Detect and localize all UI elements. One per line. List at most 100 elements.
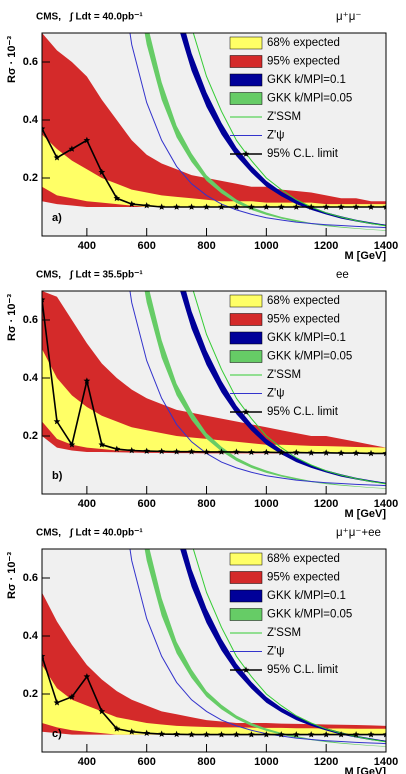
legend-label: 68% expected [267, 37, 340, 49]
marker [128, 200, 136, 207]
legend-label: 95% C.L. limit [267, 406, 339, 418]
x-tick-label: 600 [138, 240, 156, 252]
line [42, 299, 386, 455]
marker [203, 448, 210, 455]
marker [307, 731, 315, 738]
marker [263, 448, 270, 456]
luminosity: ∫ Ldt = 40.0pb⁻¹ [69, 12, 143, 23]
y-tick-label: 0.2 [23, 172, 38, 184]
line [129, 33, 386, 229]
legend-swatch [229, 294, 263, 308]
marker [68, 441, 76, 448]
marker [352, 731, 360, 738]
marker [83, 377, 91, 384]
band [42, 665, 386, 735]
y-tick-label: 0.4 [23, 630, 39, 642]
marker [143, 729, 150, 736]
legend-label: 95% expected [267, 572, 340, 584]
marker [98, 441, 106, 448]
x-tick-label: 1000 [254, 756, 278, 768]
legend-label: 95% expected [267, 56, 340, 68]
marker [367, 203, 375, 210]
marker [248, 731, 255, 738]
marker [143, 447, 150, 454]
marker [158, 730, 165, 737]
marker [173, 448, 180, 455]
marker [337, 731, 345, 738]
legend-label: GKK k/MPl=0.1 [267, 332, 346, 344]
plot [42, 291, 386, 489]
marker [68, 693, 76, 700]
x-axis-label: M [GeV] [344, 766, 386, 774]
legend-label: Z'ψ [267, 130, 284, 142]
marker [188, 203, 195, 210]
marker [382, 203, 386, 210]
marker [352, 449, 360, 456]
legend-swatch [229, 55, 263, 68]
marker [42, 652, 46, 660]
marker [42, 296, 46, 303]
legend-label: GKK k/MPl=0.1 [267, 74, 346, 86]
marker [173, 203, 180, 210]
marker [322, 449, 330, 456]
legend-label: 95% C.L. limit [267, 148, 339, 160]
y-axis-label: Rσ · 10⁻³ [6, 552, 18, 599]
legend-label: Z'ψ [267, 646, 284, 658]
marker [53, 699, 61, 706]
luminosity: ∫ Ldt = 35.5pb⁻¹ [69, 270, 143, 281]
marker [83, 673, 91, 680]
marker [278, 449, 285, 456]
x-tick-label: 800 [197, 756, 215, 768]
x-tick-label: 1200 [314, 240, 338, 252]
x-tick-label: 400 [78, 498, 96, 510]
line [129, 549, 386, 745]
x-tick-label: 1200 [314, 498, 338, 510]
marker [173, 730, 180, 738]
marker [248, 203, 255, 210]
panel-label: a) [52, 212, 62, 224]
legend-label: 68% expected [267, 295, 340, 307]
experiment: CMS, [36, 270, 61, 281]
legend-label: GKK k/MPl=0.05 [267, 351, 352, 363]
band [180, 33, 386, 226]
x-tick-label: 1200 [314, 756, 338, 768]
frame [41, 290, 387, 495]
legend-swatch [229, 36, 263, 50]
legend-label: Z'SSM [267, 369, 301, 381]
x-tick-label: 800 [197, 498, 215, 510]
channel: ee [336, 269, 349, 281]
marker [307, 449, 315, 456]
marker [382, 449, 386, 457]
y-tick-label: 0.4 [23, 372, 39, 384]
marker [188, 731, 195, 738]
y-tick-label: 0.6 [23, 572, 38, 584]
legend-label: GKK k/MPl=0.05 [267, 609, 352, 621]
marker [158, 447, 165, 455]
legend-label: Z'SSM [267, 627, 301, 639]
marker [322, 203, 330, 210]
marker [188, 448, 195, 455]
legend-marker [242, 666, 250, 673]
band [42, 33, 386, 207]
x-axis-label: M [GeV] [344, 508, 386, 520]
legend-swatch [229, 552, 263, 566]
marker [382, 731, 386, 738]
marker [307, 203, 315, 210]
marker [233, 731, 240, 738]
marker [128, 447, 136, 454]
marker [203, 203, 210, 210]
x-tick-label: 600 [138, 756, 156, 768]
marker [233, 448, 240, 455]
legend-label: 95% expected [267, 314, 340, 326]
marker [128, 728, 136, 735]
experiment: CMS, [36, 12, 61, 23]
marker [367, 731, 375, 738]
marker [42, 125, 46, 132]
legend-label: GKK k/MPl=0.05 [267, 93, 352, 105]
legend-label: 68% expected [267, 553, 340, 565]
y-tick-label: 0.2 [23, 688, 38, 700]
line [192, 549, 386, 743]
x-tick-label: 600 [138, 498, 156, 510]
legend-swatch [229, 92, 263, 105]
